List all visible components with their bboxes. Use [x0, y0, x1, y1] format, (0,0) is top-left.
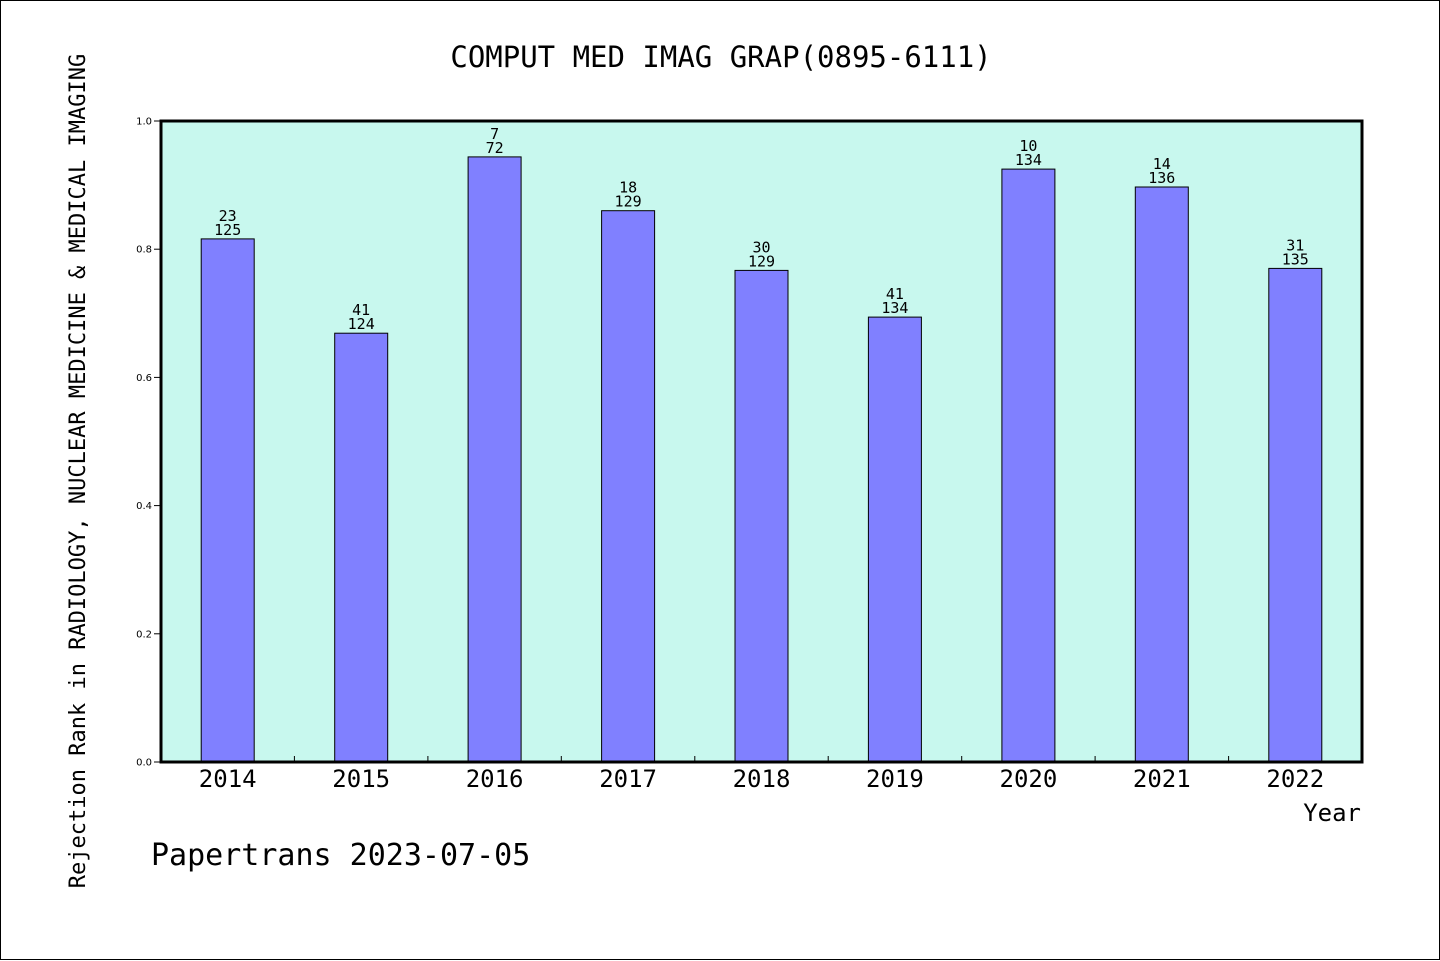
- bar-2017: [601, 210, 656, 763]
- x-tick-label: 2014: [199, 765, 257, 793]
- bar-2014: [200, 238, 255, 763]
- bar-label-total: 135: [1282, 250, 1309, 268]
- chart-title: COMPUT MED IMAG GRAP(0895-6111): [450, 40, 991, 74]
- x-tick-label: 2022: [1266, 765, 1324, 793]
- y-tick-label: 0.2: [136, 629, 152, 640]
- bar-label-rank: 41: [352, 301, 370, 319]
- bar-label-rank: 18: [619, 179, 637, 197]
- y-tick-label: 0.0: [136, 758, 152, 769]
- bar-2020: [1001, 168, 1056, 763]
- x-axis-ticks: 2014 2015 2016 2017 2018 2019 2020 2021 2022: [199, 756, 1324, 793]
- x-tick-label: 2016: [466, 765, 524, 793]
- bar-label-rank: 10: [1019, 137, 1037, 155]
- x-tick-label: 2020: [1000, 765, 1058, 793]
- bar-label-rank: 7: [490, 125, 499, 143]
- y-tick-label: 0.4: [136, 501, 152, 512]
- bar-label-total: 129: [748, 252, 775, 270]
- bar-2018: [734, 269, 789, 763]
- bar-label-total: 124: [348, 315, 375, 333]
- x-tick-label: 2021: [1133, 765, 1191, 793]
- y-axis-ticks: 0.0 0.2 0.4 0.6 0.8 1.0: [136, 117, 161, 769]
- bar-label-total: 129: [615, 193, 642, 211]
- bar-2022: [1268, 267, 1323, 763]
- x-tick-label: 2019: [866, 765, 924, 793]
- bar-label-rank: 23: [219, 207, 237, 225]
- bar-2016: [467, 156, 522, 763]
- bar-label-total: 134: [881, 299, 908, 317]
- bar-2021: [1134, 186, 1189, 763]
- y-tick-label: 0.8: [136, 245, 152, 256]
- bar-label-rank: 14: [1153, 155, 1171, 173]
- bar-2019: [867, 316, 922, 763]
- bar-2015: [334, 332, 389, 763]
- bar-label-total: 72: [486, 139, 504, 157]
- bar-label-rank: 41: [886, 285, 904, 303]
- x-axis-label: Year: [1303, 799, 1361, 827]
- bar-label-rank: 30: [752, 238, 770, 256]
- bars-group: [200, 156, 1323, 763]
- footer-watermark: Papertrans 2023-07-05: [151, 838, 530, 873]
- y-tick-label: 1.0: [136, 117, 152, 128]
- bar-label-rank: 31: [1286, 236, 1304, 254]
- bar-label-total: 134: [1015, 151, 1042, 169]
- y-axis-label: Rejection Rank in RADIOLOGY, NUCLEAR MED…: [66, 54, 91, 888]
- x-tick-label: 2015: [332, 765, 390, 793]
- plot-border: [159, 119, 1364, 764]
- x-tick-label: 2018: [733, 765, 791, 793]
- bar-label-total: 125: [214, 221, 241, 239]
- y-tick-label: 0.6: [136, 373, 152, 384]
- x-tick-label: 2017: [599, 765, 657, 793]
- bar-label-total: 136: [1148, 169, 1175, 187]
